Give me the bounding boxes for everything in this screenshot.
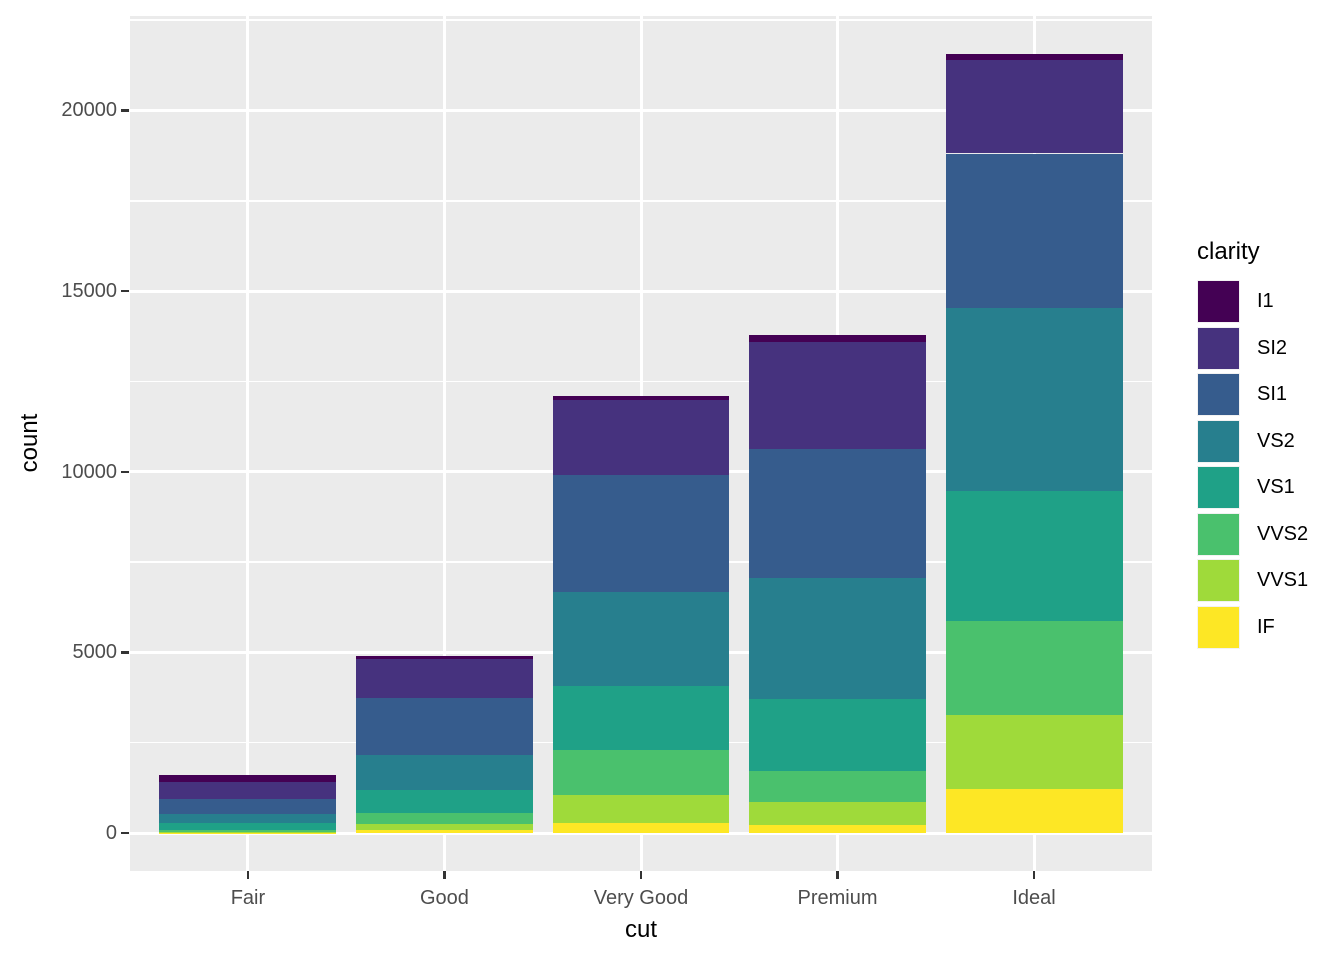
- bar-segment-good-vs2: [356, 754, 533, 790]
- bar-segment-good-si1: [356, 698, 533, 755]
- bar-segment-fair-vvs1: [159, 832, 337, 833]
- bar-segment-fair-vs1: [159, 823, 337, 830]
- bar-segment-ideal-vvs1: [945, 715, 1123, 790]
- x-tick-mark-good: [443, 871, 446, 879]
- legend-key-swatch-vvs2: [1197, 512, 1240, 556]
- bar-segment-very-good-i1: [552, 396, 730, 400]
- y-tick-label-20000: 20000: [61, 99, 117, 122]
- x-tick-label-ideal: Ideal: [1012, 887, 1056, 909]
- y-tick-label-0: 0: [105, 822, 117, 844]
- gridline-vertical-good: [442, 16, 446, 871]
- bar-segment-good-vvs1: [356, 823, 533, 831]
- bar-segment-ideal-si2: [945, 59, 1123, 154]
- plot-panel: [130, 16, 1152, 871]
- y-tick-label-15000: 15000: [61, 280, 117, 303]
- legend-key-swatch-vvs1: [1197, 559, 1240, 602]
- bar-segment-good-vvs2: [356, 813, 533, 824]
- x-tick-mark-premium: [836, 871, 839, 879]
- gridline-minor-y-17500: [130, 199, 1152, 202]
- bar-segment-good-vs1: [356, 789, 533, 814]
- bar-segment-very-good-si2: [552, 399, 730, 476]
- gridline-major-y-15000: [130, 289, 1152, 293]
- bar-segment-very-good-vs1: [552, 686, 730, 751]
- legend-items: I1 SI2 SI1 VS2 VS1 VVS2 VVS1 IF: [1197, 280, 1337, 652]
- legend-item-vvs2: VVS2: [1197, 512, 1309, 556]
- legend-label-vvs2: VVS2: [1257, 522, 1309, 545]
- bar-segment-fair-i1: [159, 774, 337, 783]
- legend-item-si2: SI2: [1197, 326, 1288, 370]
- x-tick-label-fair: Fair: [230, 887, 266, 909]
- bar-segment-very-good-vvs1: [552, 794, 730, 824]
- bar-segment-ideal-vs2: [945, 308, 1123, 492]
- legend-item-if: IF: [1197, 605, 1275, 649]
- legend-label-if: IF: [1257, 615, 1275, 638]
- bar-segment-good-si2: [356, 659, 533, 699]
- y-tick-mark-10000: [121, 470, 129, 473]
- bar-segment-premium-vs2: [749, 577, 926, 700]
- bar-segment-fair-si1: [159, 799, 337, 814]
- x-tick-label-premium: Premium: [797, 887, 878, 909]
- bar-segment-fair-vs2: [159, 813, 337, 824]
- y-tick-mark-5000: [121, 651, 129, 654]
- gridline-major-y-20000: [130, 108, 1152, 112]
- legend-key-swatch-vs2: [1197, 419, 1240, 463]
- gridline-minor-y-22500: [130, 19, 1152, 21]
- gridline-vertical-fair: [246, 16, 250, 871]
- bar-segment-very-good-if: [552, 823, 730, 833]
- legend-item-vvs1: VVS1: [1197, 559, 1308, 602]
- x-tick-label-very-good: Very Good: [593, 887, 689, 909]
- gridline-major-y-0: [130, 831, 1152, 835]
- x-tick-mark-very-good: [639, 871, 643, 879]
- bar-segment-fair-si2: [159, 782, 337, 800]
- legend-key-swatch-vs1: [1197, 466, 1240, 509]
- bar-segment-ideal-si1: [945, 153, 1123, 309]
- bar-segment-premium-vs1: [749, 699, 926, 771]
- y-tick-label-10000: 10000: [61, 460, 117, 483]
- bar-segment-premium-si1: [749, 448, 926, 578]
- x-tick-mark-fair: [246, 871, 250, 879]
- legend-label-i1: I1: [1257, 290, 1274, 312]
- bar-segment-ideal-if: [945, 789, 1123, 833]
- bar-segment-premium-if: [749, 824, 926, 833]
- legend-item-i1: I1: [1197, 280, 1274, 323]
- bar-segment-very-good-vs2: [552, 592, 730, 687]
- x-axis-title: cut: [624, 916, 657, 943]
- legend-key-swatch-i1: [1197, 280, 1240, 323]
- gridline-minor-y-12500: [130, 380, 1152, 383]
- legend-key-swatch-si2: [1197, 326, 1240, 370]
- bar-segment-very-good-si1: [552, 475, 730, 593]
- legend-item-vs2: VS2: [1197, 419, 1295, 463]
- bar-segment-ideal-i1: [945, 54, 1123, 60]
- legend-item-vs1: VS1: [1197, 466, 1295, 509]
- y-tick-mark-0: [121, 831, 129, 835]
- legend-title: clarity: [1197, 238, 1260, 265]
- legend: clarity I1 SI2 SI1 VS2 VS1 VVS2 VVS1 IF: [1197, 238, 1337, 652]
- legend-label-si2: SI2: [1257, 336, 1288, 359]
- bar-segment-premium-i1: [749, 334, 926, 343]
- x-tick-label-good: Good: [419, 887, 469, 909]
- legend-label-vs1: VS1: [1257, 476, 1295, 498]
- legend-key-swatch-if: [1197, 605, 1240, 649]
- bar-segment-premium-vvs2: [749, 771, 926, 803]
- x-tick-mark-ideal: [1032, 871, 1036, 879]
- bar-segment-premium-si2: [749, 342, 926, 449]
- bar-segment-ideal-vs1: [945, 491, 1123, 622]
- bar-segment-fair-vvs2: [159, 829, 337, 833]
- legend-label-si1: SI1: [1257, 383, 1288, 405]
- y-tick-mark-20000: [121, 109, 129, 112]
- bar-segment-ideal-vvs2: [945, 621, 1123, 716]
- legend-item-si1: SI1: [1197, 373, 1287, 416]
- legend-label-vvs1: VVS1: [1257, 569, 1309, 591]
- y-tick-mark-15000: [121, 289, 129, 293]
- bar-segment-very-good-vvs2: [552, 750, 730, 795]
- bar-segment-good-if: [356, 830, 533, 833]
- legend-label-vs2: VS2: [1257, 429, 1295, 452]
- bar-segment-good-i1: [356, 655, 533, 660]
- y-tick-label-5000: 5000: [72, 641, 118, 664]
- legend-key-swatch-si1: [1197, 373, 1240, 416]
- bar-segment-premium-vvs1: [749, 802, 926, 825]
